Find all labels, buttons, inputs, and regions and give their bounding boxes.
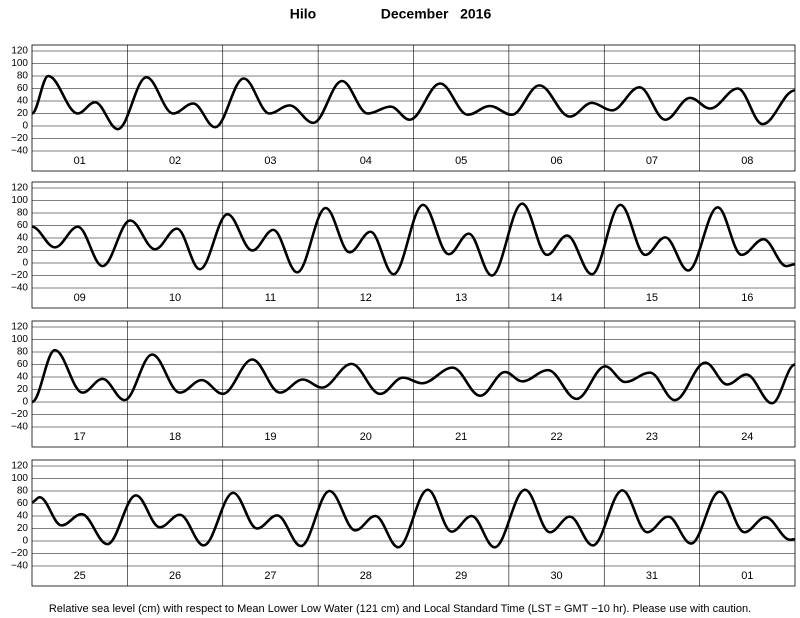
y-tick-label: 100: [11, 473, 28, 484]
y-tick-label: −20: [11, 133, 28, 144]
y-tick-label: 100: [11, 58, 28, 69]
panel-frame: [31, 320, 796, 448]
station-title: Hilo: [290, 6, 316, 22]
y-tick-label: 20: [17, 523, 29, 534]
y-tick-label: 120: [11, 322, 28, 333]
y-tick-label: 120: [11, 183, 28, 194]
y-tick-label: 80: [17, 486, 29, 497]
y-tick-label: −40: [11, 561, 28, 572]
y-tick-label: 0: [22, 397, 28, 408]
y-tick-label: 120: [11, 461, 28, 472]
day-label: 18: [169, 431, 181, 443]
day-label: 15: [646, 292, 658, 304]
y-tick-label: 40: [17, 511, 29, 522]
y-tick-label: 20: [17, 245, 29, 256]
day-label: 17: [74, 431, 86, 443]
y-tick-label: 40: [17, 372, 29, 383]
panel-frame: [31, 44, 796, 172]
panel-frame: [31, 181, 796, 309]
day-label: 04: [360, 155, 372, 167]
tide-curve: [31, 348, 796, 405]
y-tick-label: 60: [17, 220, 29, 231]
y-tick-label: −20: [11, 409, 28, 420]
y-tick-label: 0: [22, 258, 28, 269]
day-label: 08: [741, 155, 753, 167]
month-title: December 2016: [381, 6, 492, 22]
y-tick-label: 60: [17, 359, 29, 370]
y-tick-label: 20: [17, 108, 29, 119]
y-tick-label: 100: [11, 334, 28, 345]
day-label: 24: [741, 431, 753, 443]
y-tick-label: −40: [11, 283, 28, 294]
y-tick-label: −40: [11, 422, 28, 433]
day-label: 14: [550, 292, 562, 304]
y-tick-label: 60: [17, 83, 29, 94]
y-tick-label: 100: [11, 195, 28, 206]
y-tick-label: −20: [11, 548, 28, 559]
day-label: 30: [550, 570, 562, 582]
y-tick-label: −40: [11, 146, 28, 157]
day-label: 22: [550, 431, 562, 443]
day-label: 19: [264, 431, 276, 443]
tide-curve: [31, 488, 796, 549]
y-tick-label: 120: [11, 46, 28, 57]
day-label: 01: [741, 570, 753, 582]
day-label: 23: [646, 431, 658, 443]
y-tick-label: −20: [11, 270, 28, 281]
y-tick-label: 80: [17, 208, 29, 219]
day-label: 13: [455, 292, 467, 304]
day-label: 10: [169, 292, 181, 304]
day-label: 05: [455, 155, 467, 167]
y-tick-label: 0: [22, 121, 28, 132]
day-label: 11: [265, 292, 276, 304]
day-label: 01: [74, 155, 86, 167]
day-label: 09: [74, 292, 86, 304]
y-tick-label: 60: [17, 498, 29, 509]
day-label: 25: [74, 570, 86, 582]
day-label: 26: [169, 570, 181, 582]
day-label: 06: [550, 155, 562, 167]
y-tick-label: 80: [17, 71, 29, 82]
panel-frame: [31, 459, 796, 587]
day-label: 28: [360, 570, 372, 582]
y-tick-label: 40: [17, 96, 29, 107]
day-label: 03: [264, 155, 276, 167]
day-label: 27: [264, 570, 276, 582]
footer-note: Relative sea level (cm) with respect to …: [49, 603, 751, 615]
y-tick-label: 40: [17, 233, 29, 244]
day-label: 02: [169, 155, 181, 167]
day-label: 20: [360, 431, 372, 443]
day-label: 12: [360, 292, 372, 304]
y-tick-label: 20: [17, 384, 29, 395]
day-label: 29: [455, 570, 467, 582]
y-tick-label: 80: [17, 347, 29, 358]
tide-curve: [30, 74, 796, 131]
y-tick-label: 0: [22, 536, 28, 547]
tide-curve: [31, 202, 796, 277]
day-label: 16: [741, 292, 753, 304]
day-label: 07: [646, 155, 658, 167]
day-label: 31: [646, 570, 658, 582]
day-label: 21: [455, 431, 467, 443]
